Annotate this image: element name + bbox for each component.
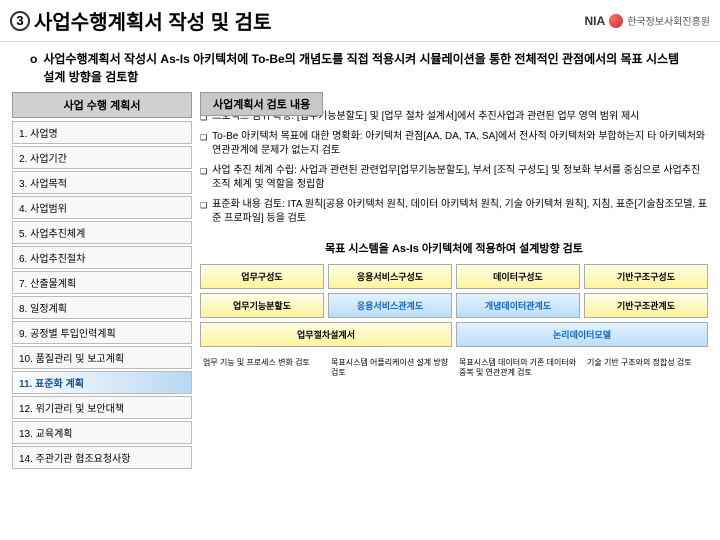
intro-text: o 사업수행계획서 작성시 As-Is 아키텍처에 To-Be의 개념도를 직접… xyxy=(0,42,720,92)
grid-cell: 업무기능분할도 xyxy=(200,293,324,318)
main-area: 사업 수행 계획서 1. 사업명2. 사업기간3. 사업목적4. 사업범위5. … xyxy=(0,92,720,471)
square-bullet-icon: ❑ xyxy=(200,166,207,192)
logo-org-text: 한국정보사회진흥원 xyxy=(627,13,710,28)
square-bullet-icon: ❑ xyxy=(200,132,207,158)
plan-item: 2. 사업기간 xyxy=(12,146,192,169)
grid-cell: 개념데이터관계도 xyxy=(456,293,580,318)
plan-item: 7. 산출물계획 xyxy=(12,271,192,294)
review-text: To-Be 아키텍처 목표에 대한 명확화: 아키텍처 관점[AA, DA, T… xyxy=(212,130,708,158)
intro-bullet: o xyxy=(30,50,37,86)
grid-cell: 기반구조구성도 xyxy=(584,264,708,289)
grid-cell: 응용서비스관계도 xyxy=(328,293,452,318)
plan-item: 10. 품질관리 및 보고계획 xyxy=(12,346,192,369)
desc-cell: 기술 기반 구조와의 정합성 검토 xyxy=(584,355,708,382)
left-header: 사업 수행 계획서 xyxy=(12,92,192,118)
plan-item: 8. 일정계획 xyxy=(12,296,192,319)
section-number: 3 xyxy=(10,11,30,31)
logo-icon xyxy=(609,14,623,28)
grid-cell: 업무절차설계서 xyxy=(200,322,452,347)
grid-cell: 데이터구성도 xyxy=(456,264,580,289)
right-panel: ❑프로젝트 범위 확정: [업무기능분할도] 및 [업무 절차 설계서]에서 추… xyxy=(200,92,708,471)
plan-item: 12. 위기관리 및 보안대책 xyxy=(12,396,192,419)
grid-cell: 논리데이터모델 xyxy=(456,322,708,347)
review-item: ❑표준화 내용 검토: ITA 원칙[공용 아키텍처 원칙, 데이터 아키텍처 … xyxy=(200,198,708,226)
plan-item: 14. 주관기관 협조요청사항 xyxy=(12,446,192,469)
target-title: 목표 시스템을 As-Is 아키텍처에 적용하여 설계방향 검토 xyxy=(200,240,708,256)
square-bullet-icon: ❑ xyxy=(200,200,207,226)
page-header: 3 사업수행계획서 작성 및 검토 NIA 한국정보사회진흥원 xyxy=(0,0,720,42)
desc-cell: 목표시스템 어플리케이션 설계 방향 검토 xyxy=(328,355,452,382)
plan-item: 4. 사업범위 xyxy=(12,196,192,219)
plan-item: 3. 사업목적 xyxy=(12,171,192,194)
logo-area: NIA 한국정보사회진흥원 xyxy=(585,13,710,28)
review-item: ❑To-Be 아키텍처 목표에 대한 명확화: 아키텍처 관점[AA, DA, … xyxy=(200,130,708,158)
plan-item: 1. 사업명 xyxy=(12,121,192,144)
review-text: 표준화 내용 검토: ITA 원칙[공용 아키텍처 원칙, 데이터 아키텍처 원… xyxy=(212,198,708,226)
plan-item: 9. 공정별 투입인력계획 xyxy=(12,321,192,344)
left-panel: 사업 수행 계획서 1. 사업명2. 사업기간3. 사업목적4. 사업범위5. … xyxy=(12,92,192,471)
plan-item: 6. 사업추진절차 xyxy=(12,246,192,269)
page-title: 사업수행계획서 작성 및 검토 xyxy=(34,6,271,35)
review-item: ❑사업 추진 체계 수립: 사업과 관련된 관련업무[업무기능분할도], 부서 … xyxy=(200,164,708,192)
target-grid: 업무구성도응용서비스구성도데이터구성도기반구조구성도 업무기능분할도응용서비스관… xyxy=(200,264,708,382)
intro-body: 사업수행계획서 작성시 As-Is 아키텍처에 To-Be의 개념도를 직접 적… xyxy=(43,50,690,86)
desc-cell: 업무 기능 및 프로세스 변화 검토 xyxy=(200,355,324,382)
plan-item: 13. 교육계획 xyxy=(12,421,192,444)
review-text: 사업 추진 체계 수립: 사업과 관련된 관련업무[업무기능분할도], 부서 [… xyxy=(212,164,708,192)
plan-item: 5. 사업추진체계 xyxy=(12,221,192,244)
desc-cell: 목표시스템 데이터의 기존 데이터와 중복 및 연관관계 검토 xyxy=(456,355,580,382)
grid-cell: 응용서비스구성도 xyxy=(328,264,452,289)
review-title-box: 사업계획서 검토 내용 xyxy=(200,92,323,116)
grid-cell: 업무구성도 xyxy=(200,264,324,289)
nia-logo-text: NIA xyxy=(585,14,606,28)
plan-item: 11. 표준화 계획 xyxy=(12,371,192,394)
grid-cell: 기반구조관계도 xyxy=(584,293,708,318)
